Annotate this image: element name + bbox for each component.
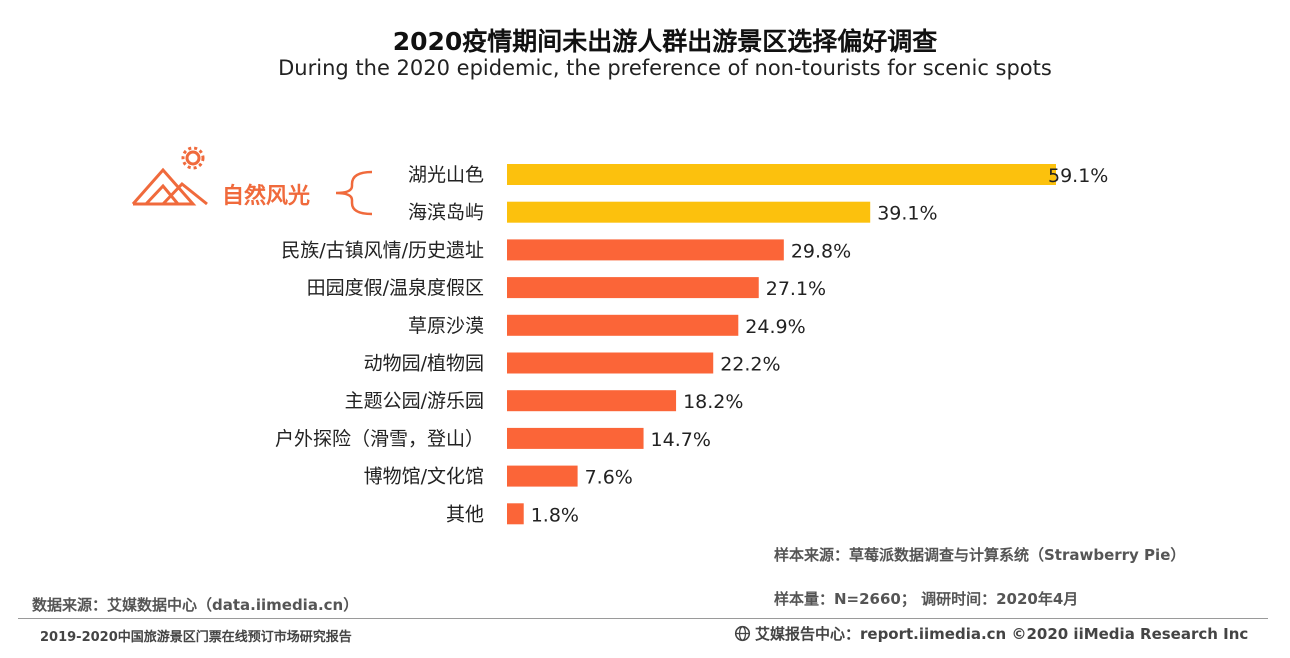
group-label-nature: 自然风光 [222, 184, 311, 209]
bar-3 [507, 239, 784, 261]
data-source: 数据来源：艾媒数据中心（data.iimedia.cn） [32, 596, 359, 614]
category-label: 动物园/植物园 [364, 353, 484, 375]
report-center-text: 艾媒报告中心：report.iimedia.cn ©2020 iiMedia R… [755, 625, 1249, 643]
bar-6 [507, 352, 714, 374]
category-label: 湖光山色 [408, 164, 484, 186]
bar-8 [507, 427, 644, 449]
category-label: 其他 [446, 503, 484, 525]
category-label: 民族/古镇风情/历史遗址 [281, 239, 484, 261]
chart-subtitle: During the 2020 epidemic, the preference… [278, 56, 1052, 80]
value-label: 59.1% [1048, 165, 1108, 187]
value-label: 1.8% [531, 504, 579, 526]
sample-source: 样本来源：草莓派数据调查与计算系统（Strawberry Pie） [774, 546, 1186, 564]
mountain-sun-icon [131, 146, 208, 206]
category-label: 草原沙漠 [408, 315, 484, 337]
category-label: 田园度假/温泉度假区 [307, 277, 484, 299]
value-label: 27.1% [766, 278, 826, 300]
footer-divider [18, 618, 1268, 619]
globe-icon [734, 625, 751, 642]
chart-title: 2020疫情期间未出游人群出游景区选择偏好调查 [392, 27, 938, 56]
report-center[interactable]: 艾媒报告中心：report.iimedia.cn ©2020 iiMedia R… [734, 623, 1248, 644]
value-label: 14.7% [651, 429, 711, 451]
value-label: 18.2% [683, 391, 743, 413]
sample-info: 样本量：N=2660； 调研时间：2020年4月 [774, 590, 1079, 608]
bar-2 [507, 201, 871, 223]
bar-5 [507, 314, 739, 336]
value-label: 7.6% [585, 467, 633, 489]
value-label: 24.9% [745, 316, 805, 338]
report-name: 2019-2020中国旅游景区门票在线预订市场研究报告 [40, 630, 352, 645]
bar-9 [507, 465, 578, 487]
group-brace [335, 170, 373, 216]
bar-7 [507, 390, 677, 412]
bar-10 [507, 503, 524, 525]
bar-4 [507, 277, 759, 299]
value-label: 22.2% [720, 354, 780, 376]
value-label: 29.8% [791, 240, 851, 262]
category-label: 博物馆/文化馆 [364, 466, 484, 488]
category-label: 户外探险（滑雪，登山） [275, 428, 484, 450]
category-label: 海滨岛屿 [408, 202, 484, 224]
bar-1 [507, 164, 1056, 185]
category-label: 主题公园/游乐园 [345, 390, 484, 412]
value-label: 39.1% [877, 203, 937, 225]
